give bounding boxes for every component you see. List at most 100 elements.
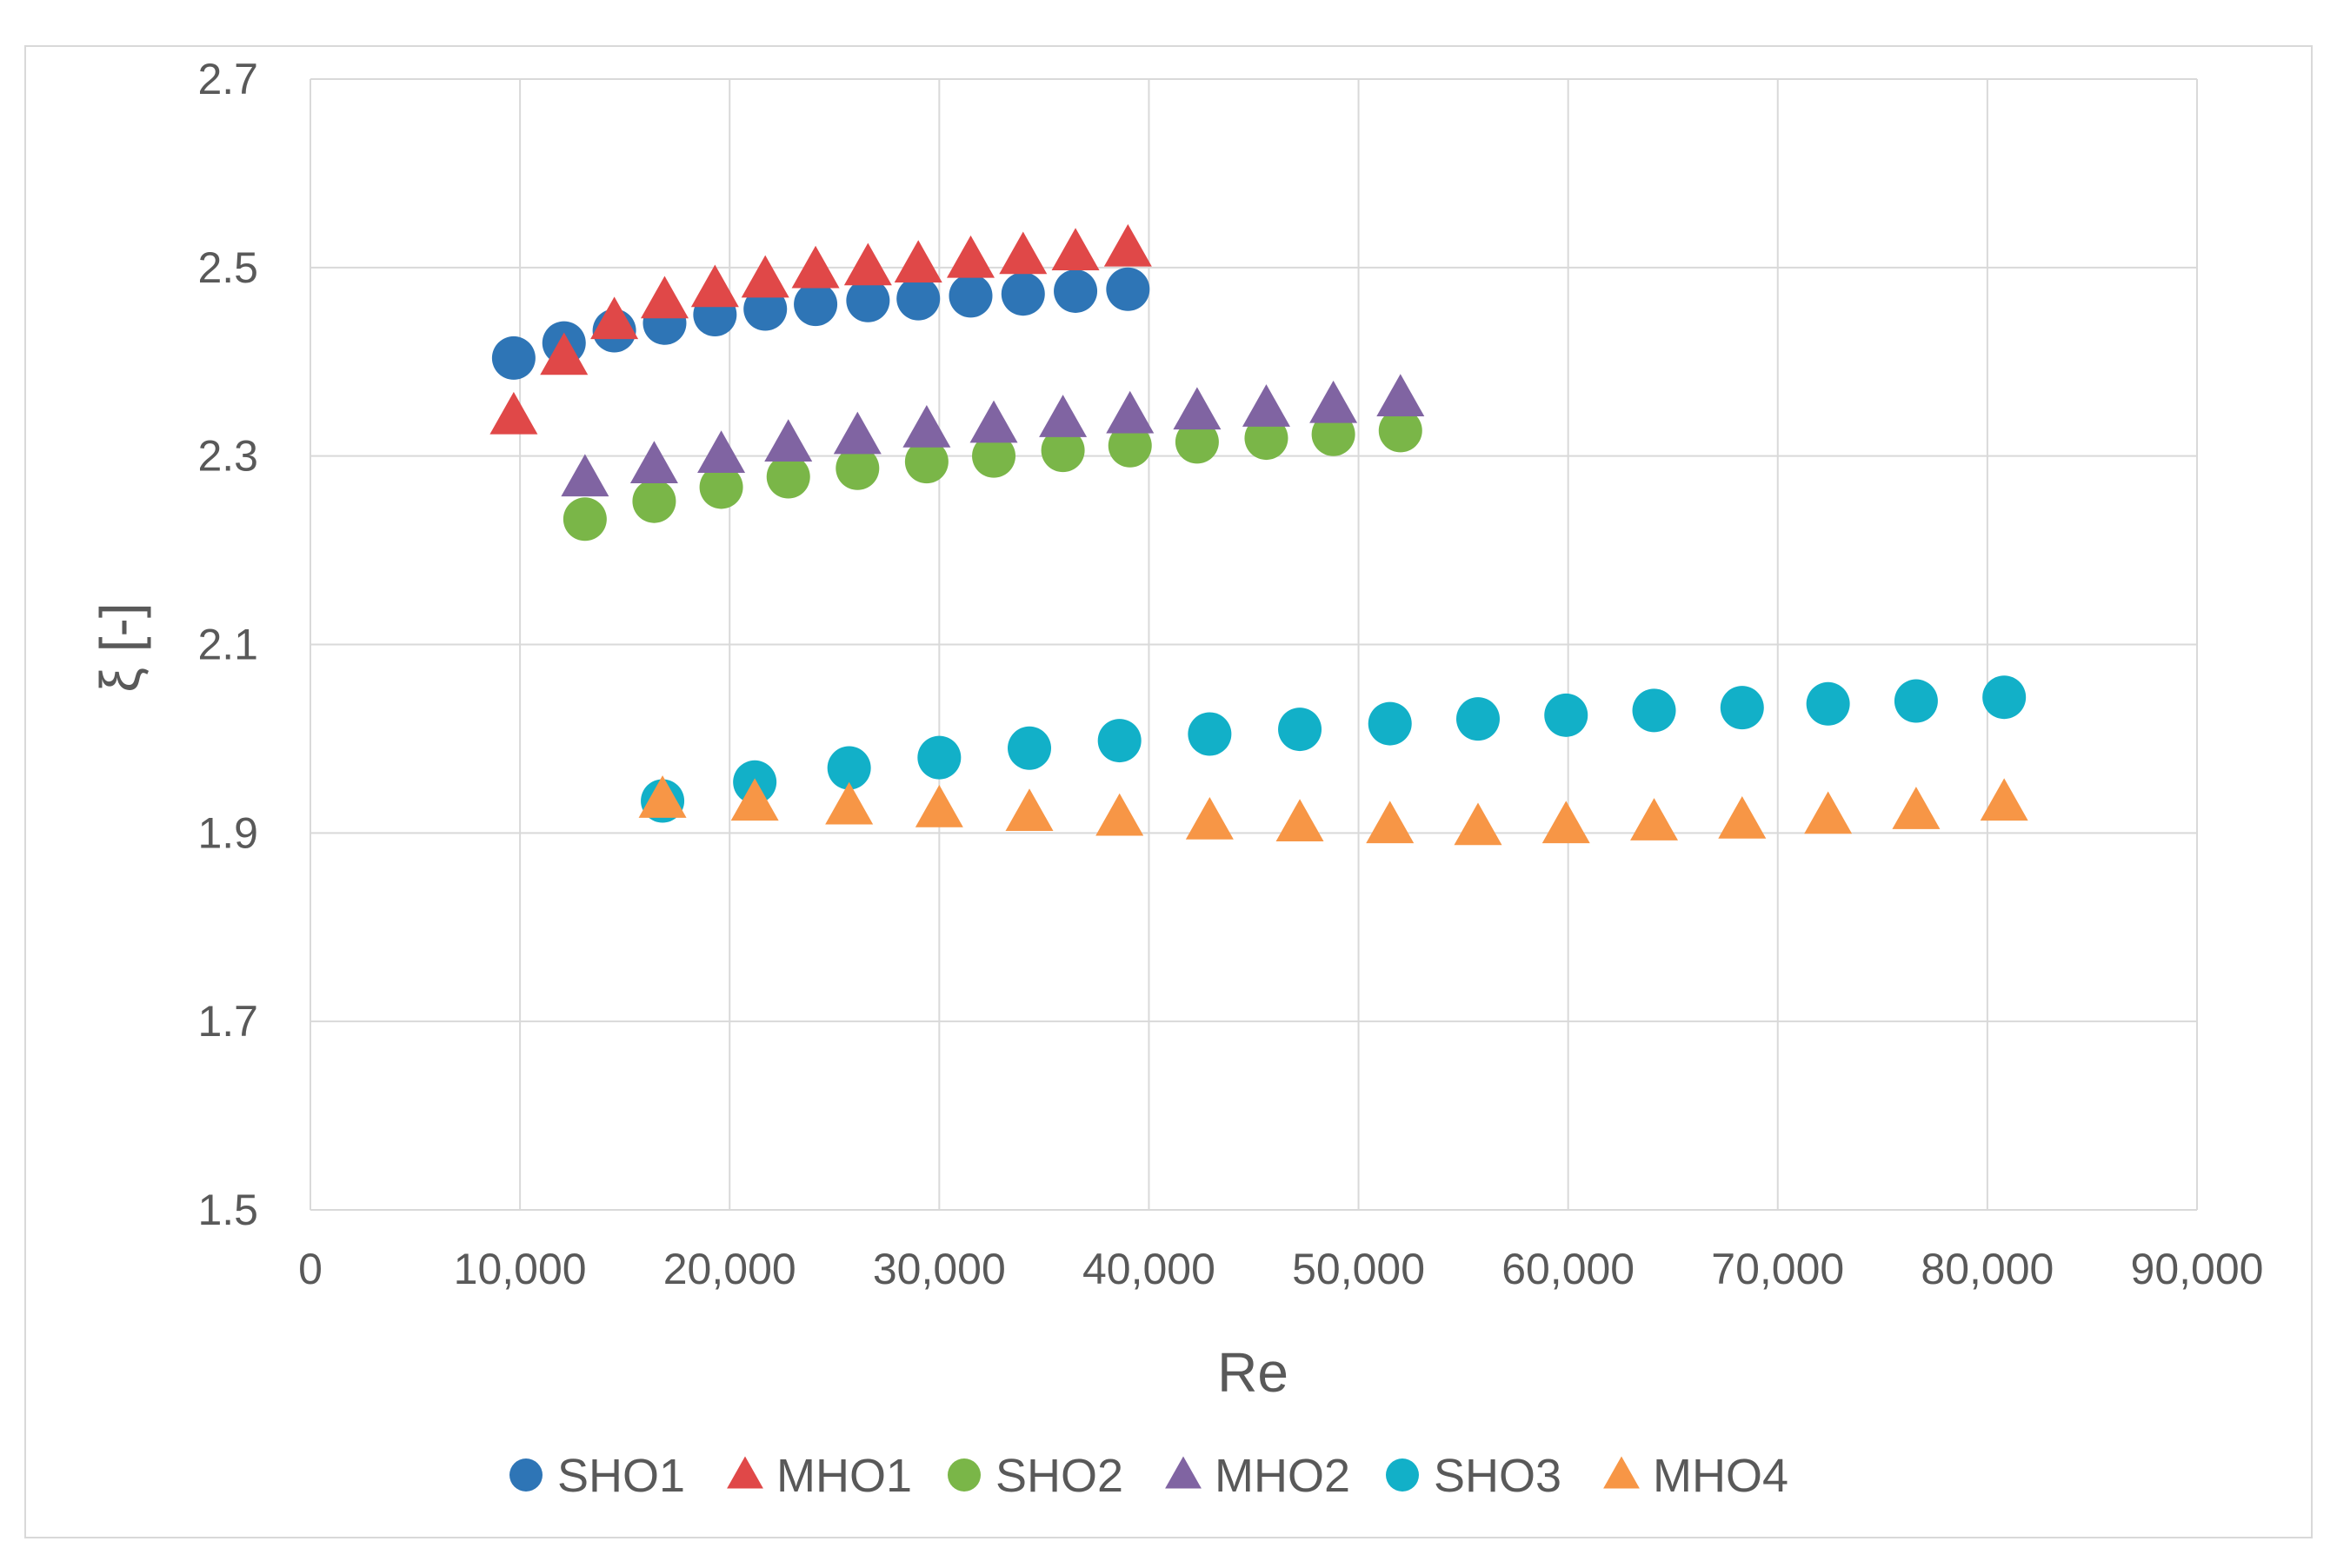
legend-label: SHO2 (995, 1450, 1123, 1502)
mho4-point (1541, 801, 1590, 844)
legend-label: SHO3 (1434, 1450, 1561, 1502)
sho1-point (1001, 272, 1045, 316)
mho2-point (561, 454, 609, 497)
sho1-point (1054, 269, 1098, 313)
sho3-point (1097, 719, 1142, 763)
mho4-point (1804, 791, 1853, 834)
sho2-point (972, 434, 1016, 478)
y-tick-label: 1.5 (197, 1186, 258, 1234)
legend-marker-sho3 (1386, 1458, 1419, 1492)
mho1-point (947, 235, 995, 278)
x-tick-label: 0 (298, 1245, 323, 1293)
mho4-point (730, 778, 779, 821)
mho4-point (1095, 793, 1144, 836)
x-tick-label: 60,000 (1501, 1245, 1635, 1293)
series-mho4 (638, 775, 2028, 846)
mho1-point (1051, 228, 1100, 270)
legend-marker-mho2 (1165, 1456, 1202, 1489)
sho3-point (1720, 686, 1764, 730)
mho4-point (1185, 797, 1234, 840)
legend-item-mho2: MHO2 (1165, 1450, 1350, 1502)
mho1-point (690, 264, 739, 308)
legend-item-mho4: MHO4 (1603, 1450, 1788, 1502)
legend-label: MHO1 (776, 1450, 912, 1502)
mho2-point (1173, 387, 1222, 430)
mho4-point (1366, 801, 1415, 844)
mho1-point (791, 245, 840, 289)
sho2-point (1108, 423, 1152, 468)
mho2-point (833, 411, 882, 455)
legend-item-sho3: SHO3 (1386, 1450, 1561, 1502)
mho4-point (1718, 795, 1767, 839)
mho4-point (915, 784, 963, 827)
legend-label: MHO4 (1653, 1450, 1788, 1502)
mho4-point (1892, 787, 1941, 829)
series-mho2 (561, 374, 1425, 497)
sho2-point (1041, 429, 1085, 473)
legend: SHO1 MHO1 SHO2 MHO2 SHO3 MHO4 (509, 1450, 1788, 1502)
sho3-point (1368, 701, 1412, 746)
x-tick-label: 50,000 (1292, 1245, 1425, 1293)
y-tick-label: 2.5 (197, 243, 258, 292)
sho2-point (1311, 412, 1355, 456)
x-tick-label: 10,000 (454, 1245, 587, 1293)
x-tick-label: 20,000 (663, 1245, 796, 1293)
sho2-point (1244, 416, 1288, 461)
mho2-point (1106, 390, 1155, 434)
sho2-point (699, 465, 743, 509)
mho2-point (969, 400, 1018, 443)
mho2-point (1309, 380, 1358, 423)
sho3-point (1188, 712, 1232, 756)
legend-item-mho1: MHO1 (727, 1450, 912, 1502)
chart-frame (24, 45, 2313, 1538)
x-tick-label: 40,000 (1082, 1245, 1215, 1293)
sho3-point (1806, 681, 1850, 726)
mho1-point (741, 255, 789, 298)
series-sho3 (641, 675, 2027, 823)
mho2-point (1242, 384, 1290, 427)
sho3-point (1278, 708, 1322, 752)
mho1-point (999, 231, 1048, 275)
grid-lines (310, 78, 2198, 1211)
sho3-point (1982, 675, 2027, 720)
sho2-point (632, 479, 676, 523)
x-tick-label: 70,000 (1711, 1245, 1844, 1293)
tick-labels: 0 10,000 20,000 30,000 40,000 50,000 60,000 70,… (197, 55, 2263, 1293)
mho4-point (1454, 802, 1502, 846)
y-tick-label: 2.7 (197, 55, 258, 103)
mho4-point (638, 775, 687, 818)
mho4-point (1005, 788, 1054, 832)
mho2-point (1039, 395, 1088, 437)
y-tick-label: 1.7 (197, 997, 258, 1046)
legend-marker-mho4 (1603, 1456, 1640, 1489)
sho1-point (794, 282, 838, 327)
sho2-point (766, 455, 810, 499)
mho1-point (590, 296, 639, 340)
legend-item-sho2: SHO2 (948, 1450, 1123, 1502)
legend-label: MHO2 (1215, 1450, 1350, 1502)
mho2-point (764, 419, 813, 462)
mho2-point (697, 430, 746, 474)
x-tick-label: 30,000 (873, 1245, 1006, 1293)
mho1-point (894, 240, 942, 283)
legend-label: SHO1 (557, 1450, 685, 1502)
mho4-point (1275, 799, 1324, 841)
mho2-point (1376, 374, 1425, 417)
mho4-point (1630, 798, 1679, 840)
sho3-point (827, 746, 871, 790)
mho4-point (825, 781, 874, 825)
sho3-point (1455, 697, 1500, 741)
y-tick-label: 2.1 (197, 621, 258, 669)
x-axis-title: Re (1217, 1341, 1288, 1404)
mho1-point (843, 243, 892, 286)
sho3-point (917, 735, 962, 780)
legend-marker-sho2 (948, 1458, 981, 1492)
sho3-point (1008, 726, 1052, 770)
mho1-point (540, 332, 589, 375)
sho2-point (563, 497, 607, 541)
y-tick-label: 2.3 (197, 432, 258, 481)
mho2-point (902, 405, 951, 448)
mho1-point (489, 391, 538, 435)
legend-item-sho1: SHO1 (509, 1450, 685, 1502)
